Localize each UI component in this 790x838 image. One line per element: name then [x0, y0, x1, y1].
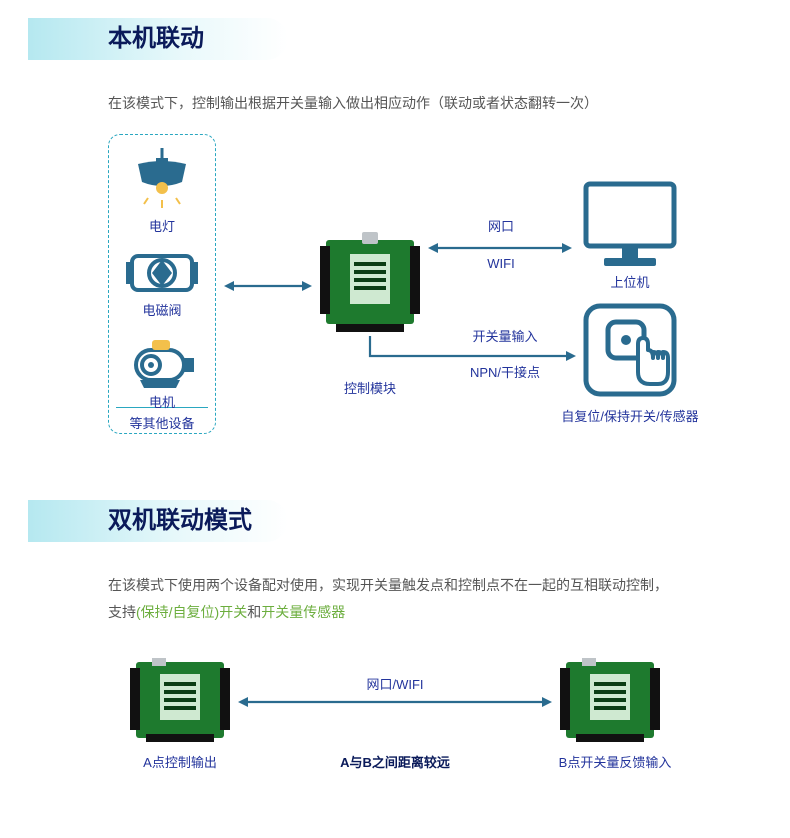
conn-top-2: WIFI: [456, 256, 546, 271]
lamp-label: 电灯: [108, 216, 216, 235]
arrow-devices-pcb: [222, 278, 314, 294]
control-module-label: 控制模块: [320, 378, 420, 397]
pcb-right-icon: [560, 658, 660, 742]
lamp-icon: [138, 148, 186, 208]
valve-icon: [126, 256, 198, 290]
valve-label: 电磁阀: [108, 300, 216, 319]
s2-green1: (保持/自复位)开关: [136, 604, 247, 620]
arrow-s2: [236, 694, 554, 710]
arrow-pcb-host: [426, 240, 574, 256]
section2-desc: 在该模式下使用两个设备配对使用，实现开关量触发点和控制点不在一起的互相联动控制，…: [108, 572, 668, 625]
device-icons: [118, 148, 206, 408]
s2-center-label: A与B之间距离较远: [300, 752, 490, 771]
section1-heading: 本机联动: [108, 18, 204, 53]
switch-icon: [580, 300, 680, 400]
motor-label: 电机: [108, 392, 216, 411]
pcb-left-icon: [130, 658, 230, 742]
s2-right-label: B点开关量反馈输入: [530, 752, 700, 771]
s2-mid: 和: [247, 604, 261, 620]
motor-icon: [136, 340, 194, 388]
s2-left-label: A点控制输出: [110, 752, 250, 771]
conn-bot-2: NPN/干接点: [450, 362, 560, 381]
conn-top-1: 网口: [456, 216, 546, 235]
switch-label: 自复位/保持开关/传感器: [540, 406, 720, 425]
conn-bot-1: 开关量输入: [450, 326, 560, 345]
s2-green2: 开关量传感器: [261, 604, 345, 620]
others-label: 等其他设备: [108, 413, 216, 432]
section1-desc: 在该模式下，控制输出根据开关量输入做出相应动作（联动或者状态翻转一次）: [108, 90, 598, 117]
pcb-center-icon: [320, 232, 420, 332]
section2-heading: 双机联动模式: [108, 500, 252, 535]
s2-conn-label: 网口/WIFI: [320, 674, 470, 693]
host-label: 上位机: [580, 272, 680, 291]
monitor-icon: [580, 180, 680, 270]
